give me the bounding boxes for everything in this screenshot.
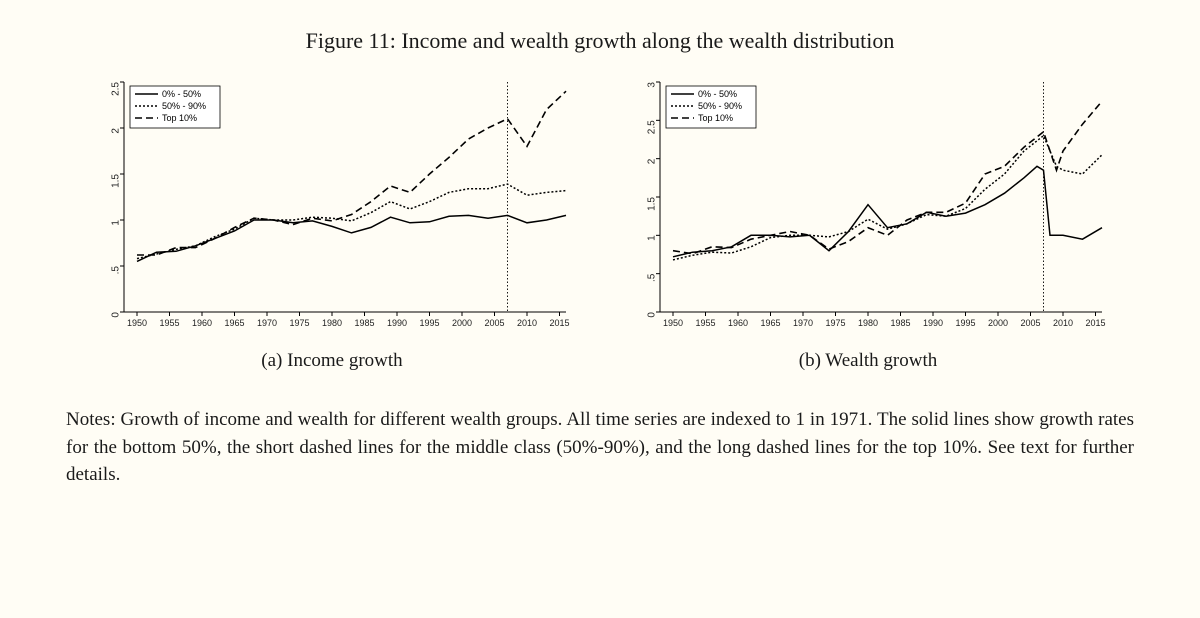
panel-a: 0 .5 1 1.5 2 2.5 1950 1955 1960 1965 1970 1975 1980 1… bbox=[92, 76, 572, 372]
chart-income-growth: 0 .5 1 1.5 2 2.5 1950 1955 1960 1965 1970 1975 1980 1… bbox=[92, 76, 572, 336]
legend-label: 0% - 50% bbox=[698, 89, 737, 99]
caption-a: (a) Income growth bbox=[261, 350, 402, 372]
series-mid50_90 bbox=[137, 184, 566, 259]
svg-text:1975: 1975 bbox=[289, 318, 309, 328]
svg-text:.5: .5 bbox=[111, 266, 122, 275]
series-bottom50 bbox=[137, 215, 566, 261]
legend-label: Top 10% bbox=[162, 113, 197, 123]
legend-label: 50% - 90% bbox=[698, 101, 742, 111]
svg-text:1965: 1965 bbox=[760, 318, 780, 328]
svg-text:1995: 1995 bbox=[955, 318, 975, 328]
legend-label: 50% - 90% bbox=[162, 101, 206, 111]
legend-label: 0% - 50% bbox=[162, 89, 201, 99]
chart-wealth-growth: 0 .5 1 1.5 2 2.5 3 1950 1955 1960 1965 1970 1975 1980… bbox=[628, 76, 1108, 336]
svg-text:2: 2 bbox=[647, 158, 658, 164]
svg-text:2: 2 bbox=[111, 128, 122, 134]
figure-title: Figure 11: Income and wealth growth alon… bbox=[66, 28, 1134, 54]
svg-text:1970: 1970 bbox=[257, 318, 277, 328]
svg-text:1985: 1985 bbox=[890, 318, 910, 328]
svg-text:2015: 2015 bbox=[549, 318, 569, 328]
svg-text:2.5: 2.5 bbox=[111, 82, 122, 96]
svg-text:1960: 1960 bbox=[728, 318, 748, 328]
caption-b: (b) Wealth growth bbox=[799, 350, 937, 372]
legend-label: Top 10% bbox=[698, 113, 733, 123]
svg-text:2005: 2005 bbox=[484, 318, 504, 328]
svg-text:1950: 1950 bbox=[127, 318, 147, 328]
svg-text:1950: 1950 bbox=[663, 318, 683, 328]
svg-text:0: 0 bbox=[111, 312, 122, 318]
svg-text:2000: 2000 bbox=[988, 318, 1008, 328]
series-bottom50 bbox=[673, 166, 1102, 256]
svg-text:1960: 1960 bbox=[192, 318, 212, 328]
svg-text:1995: 1995 bbox=[419, 318, 439, 328]
svg-text:1: 1 bbox=[647, 235, 658, 241]
svg-text:2005: 2005 bbox=[1020, 318, 1040, 328]
svg-text:1980: 1980 bbox=[858, 318, 878, 328]
svg-text:1.5: 1.5 bbox=[647, 197, 658, 211]
svg-text:1.5: 1.5 bbox=[111, 174, 122, 188]
svg-text:1955: 1955 bbox=[695, 318, 715, 328]
svg-text:1965: 1965 bbox=[224, 318, 244, 328]
svg-text:2015: 2015 bbox=[1085, 318, 1105, 328]
svg-text:2010: 2010 bbox=[517, 318, 537, 328]
svg-text:2010: 2010 bbox=[1053, 318, 1073, 328]
series-mid50_90 bbox=[673, 136, 1102, 260]
svg-text:2.5: 2.5 bbox=[647, 120, 658, 134]
figure-notes: Notes: Growth of income and wealth for d… bbox=[66, 406, 1134, 489]
svg-text:1: 1 bbox=[111, 220, 122, 226]
svg-text:.5: .5 bbox=[647, 273, 658, 282]
svg-text:1980: 1980 bbox=[322, 318, 342, 328]
svg-text:1970: 1970 bbox=[793, 318, 813, 328]
panel-b: 0 .5 1 1.5 2 2.5 3 1950 1955 1960 1965 1970 1975 1980… bbox=[628, 76, 1108, 372]
svg-text:1990: 1990 bbox=[387, 318, 407, 328]
svg-text:1975: 1975 bbox=[825, 318, 845, 328]
svg-text:0: 0 bbox=[647, 312, 658, 318]
svg-text:1985: 1985 bbox=[354, 318, 374, 328]
svg-text:2000: 2000 bbox=[452, 318, 472, 328]
svg-text:3: 3 bbox=[647, 82, 658, 88]
panels-row: 0.511.522.519501955196019651970197519801… bbox=[66, 76, 1134, 372]
svg-text:1955: 1955 bbox=[159, 318, 179, 328]
svg-text:1990: 1990 bbox=[923, 318, 943, 328]
